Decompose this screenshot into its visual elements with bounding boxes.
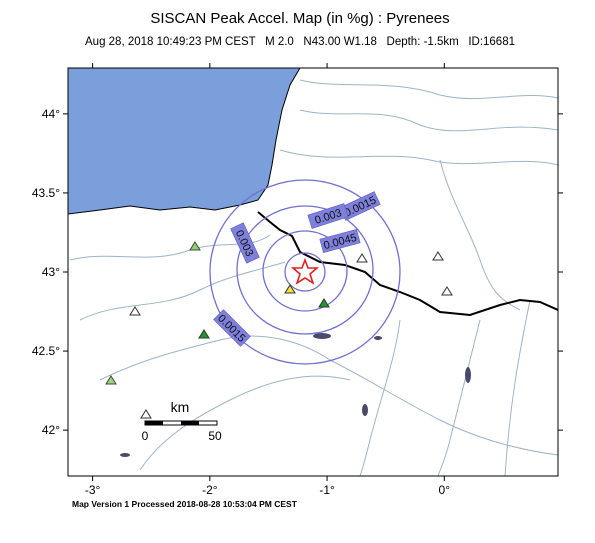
lakes [120,333,471,457]
scale-bar-segment [181,421,199,425]
map-footer: Map Version 1 Processed 2018-08-28 10:53… [72,499,298,509]
station [318,298,330,308]
scale-tick: 50 [208,429,222,443]
y-tick-label: 42.5° [32,344,60,358]
epicenter [290,257,320,285]
map-subtitle: Aug 28, 2018 10:49:23 PM CEST M 2.0 N43.… [85,36,515,48]
station [441,286,453,296]
scale-bar-segment [145,421,163,425]
scale-bar: km 0 50 [142,399,222,443]
contour-label-box [307,203,349,229]
station [189,241,201,251]
y-tick-label: 42° [42,423,60,437]
station [140,409,152,419]
contour-label-box [319,228,361,254]
scale-tick: 0 [142,429,149,443]
contour [209,179,401,365]
y-tick-label: 43.5° [32,186,60,200]
y-tick-label: 43° [42,265,60,279]
y-tick-label: 44° [42,107,60,121]
station [105,375,117,385]
map-title: SISCAN Peak Accel. Map (in %g) : Pyrenee… [150,10,449,27]
contour-label-box [230,222,260,264]
station [198,329,210,339]
x-tick-label: 0° [439,483,451,497]
stations [105,241,453,419]
contour [262,230,348,312]
contour [236,205,374,335]
contour [284,252,326,292]
station [356,253,368,263]
station [432,251,444,261]
ocean [68,68,301,215]
station [284,284,296,294]
contour-label-box [213,309,251,347]
x-tick-label: -2° [202,483,218,497]
contour-label: 0.003 [307,203,349,229]
station [129,306,141,316]
x-tick-label: -1° [319,483,335,497]
x-tick-label: -3° [85,483,101,497]
scale-unit: km [171,399,190,415]
contours [209,179,401,365]
